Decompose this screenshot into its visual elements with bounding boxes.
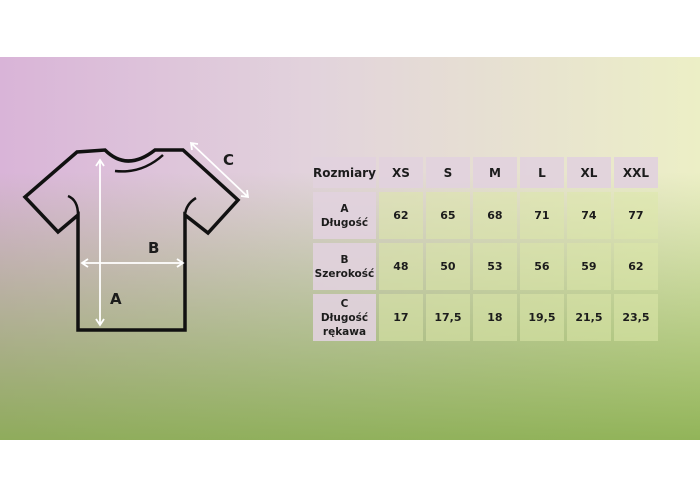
- cell: 56: [519, 243, 564, 290]
- cell: 17,5: [425, 294, 470, 341]
- header-row: Rozmiary XS S M L XL XXL: [313, 157, 658, 188]
- row-letter: B: [340, 253, 349, 266]
- row-label: C Długość rękawa: [313, 294, 376, 341]
- label-b: B: [148, 239, 160, 257]
- row-name: Długość: [320, 216, 369, 229]
- cell: 68: [472, 192, 517, 239]
- row-label: A Długość: [313, 192, 376, 239]
- cell: 48: [378, 243, 423, 290]
- size-table: Rozmiary XS S M L XL XXL A Długość 62 65 …: [310, 153, 661, 345]
- cell: 77: [613, 192, 658, 239]
- size-header: XS: [378, 157, 423, 188]
- cell: 59: [566, 243, 611, 290]
- size-header: XL: [566, 157, 611, 188]
- cell: 62: [378, 192, 423, 239]
- cell: 21,5: [566, 294, 611, 341]
- row-name-2: rękawa: [322, 325, 367, 338]
- tshirt-outline-icon: [22, 148, 241, 332]
- row-label: B Szerokość: [313, 243, 376, 290]
- measurement-arrows: [80, 141, 250, 327]
- label-a: A: [110, 290, 122, 308]
- table-row: B Szerokość 48 50 53 56 59 62: [313, 243, 658, 290]
- label-c: C: [223, 151, 235, 169]
- table-row: C Długość rękawa 17 17,5 18 19,5 21,5 23,5: [313, 294, 658, 341]
- table-row: A Długość 62 65 68 71 74 77: [313, 192, 658, 239]
- size-header: L: [519, 157, 564, 188]
- row-name: Długość: [320, 311, 369, 324]
- row-letter: A: [340, 202, 349, 215]
- row-name: Szerokość: [314, 267, 375, 280]
- cell: 53: [472, 243, 517, 290]
- size-header: M: [472, 157, 517, 188]
- size-header: S: [425, 157, 470, 188]
- cell: 23,5: [613, 294, 658, 341]
- cell: 50: [425, 243, 470, 290]
- header-label: Rozmiary: [313, 157, 376, 188]
- cell: 18: [472, 294, 517, 341]
- cell: 19,5: [519, 294, 564, 341]
- cell: 74: [566, 192, 611, 239]
- size-header: XXL: [613, 157, 658, 188]
- cell: 71: [519, 192, 564, 239]
- row-letter: C: [340, 297, 349, 310]
- cell: 62: [613, 243, 658, 290]
- cell: 65: [425, 192, 470, 239]
- cell: 17: [378, 294, 423, 341]
